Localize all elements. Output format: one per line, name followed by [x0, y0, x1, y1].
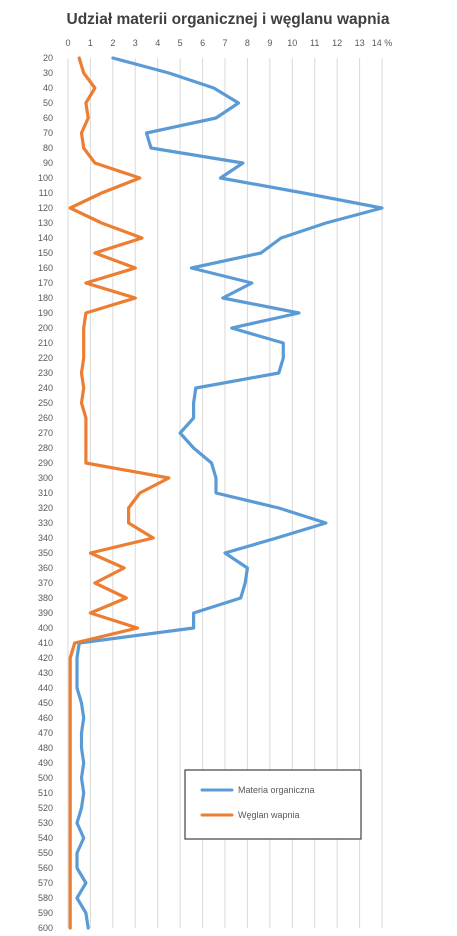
x-tick-label: 7	[222, 38, 227, 48]
y-tick-label: 280	[38, 443, 53, 453]
y-tick-label: 130	[38, 218, 53, 228]
x-tick-label: 4	[155, 38, 160, 48]
x-tick-label: 12	[332, 38, 342, 48]
y-tick-label: 590	[38, 908, 53, 918]
y-tick-label: 230	[38, 368, 53, 378]
y-tick-label: 20	[43, 53, 53, 63]
y-tick-label: 40	[43, 83, 53, 93]
legend-box	[184, 769, 362, 840]
x-tick-label: 8	[245, 38, 250, 48]
y-tick-label: 350	[38, 548, 53, 558]
y-tick-label: 600	[38, 923, 53, 933]
chart-title: Udział materii organicznej i węglanu wap…	[67, 11, 390, 28]
x-tick-label: 5	[178, 38, 183, 48]
x-tick-label: 6	[200, 38, 205, 48]
y-tick-label: 60	[43, 113, 53, 123]
y-tick-label: 420	[38, 653, 53, 663]
y-tick-label: 550	[38, 848, 53, 858]
x-tick-label: 10	[287, 38, 297, 48]
y-tick-label: 370	[38, 578, 53, 588]
y-tick-label: 410	[38, 638, 53, 648]
y-axis-ticks: 20 30 40 50 60 70 80 90 100 110 120 130 140 150 160 170…	[38, 53, 53, 933]
y-tick-label: 220	[38, 353, 53, 363]
y-tick-label: 400	[38, 623, 53, 633]
y-tick-label: 330	[38, 518, 53, 528]
y-tick-label: 50	[43, 98, 53, 108]
y-tick-label: 440	[38, 683, 53, 693]
y-tick-label: 480	[38, 743, 53, 753]
y-tick-label: 460	[38, 713, 53, 723]
y-tick-label: 500	[38, 773, 53, 783]
y-tick-label: 380	[38, 593, 53, 603]
x-tick-label: 11	[310, 38, 319, 48]
y-tick-label: 270	[38, 428, 53, 438]
x-tick-label: 13	[355, 38, 365, 48]
y-tick-label: 180	[38, 293, 53, 303]
y-tick-label: 320	[38, 503, 53, 513]
series-lines	[68, 56, 384, 930]
y-tick-label: 450	[38, 698, 53, 708]
y-tick-label: 160	[38, 263, 53, 273]
legend: Materia organiczna Węglan wapnia	[184, 769, 362, 840]
y-tick-label: 30	[43, 68, 53, 78]
y-tick-label: 580	[38, 893, 53, 903]
y-tick-label: 290	[38, 458, 53, 468]
y-tick-label: 300	[38, 473, 53, 483]
y-tick-label: 140	[38, 233, 53, 243]
y-tick-label: 510	[38, 788, 53, 798]
y-tick-label: 360	[38, 563, 53, 573]
series-line-weglan-wapnia	[68, 56, 171, 930]
y-tick-label: 470	[38, 728, 53, 738]
y-tick-label: 120	[38, 203, 53, 213]
y-tick-label: 540	[38, 833, 53, 843]
y-tick-label: 150	[38, 248, 53, 258]
y-tick-label: 110	[39, 188, 53, 198]
y-tick-label: 170	[38, 278, 53, 288]
y-tick-label: 90	[43, 158, 53, 168]
y-tick-label: 530	[38, 818, 53, 828]
x-tick-label: 1	[88, 38, 93, 48]
y-tick-label: 310	[38, 488, 53, 498]
y-tick-label: 560	[38, 863, 53, 873]
y-tick-label: 520	[38, 803, 53, 813]
y-tick-label: 80	[43, 143, 53, 153]
legend-label-weglan-wapnia: Węglan wapnia	[238, 810, 300, 820]
y-tick-label: 340	[38, 533, 53, 543]
y-tick-label: 240	[38, 383, 53, 393]
series-line-materia-organiczna	[75, 56, 384, 930]
x-tick-label: 3	[133, 38, 138, 48]
y-tick-label: 260	[38, 413, 53, 423]
y-tick-label: 100	[38, 173, 53, 183]
x-tick-label: 9	[267, 38, 272, 48]
y-tick-label: 390	[38, 608, 53, 618]
y-tick-label: 250	[38, 398, 53, 408]
x-tick-label: 0	[65, 38, 70, 48]
y-tick-label: 70	[43, 128, 53, 138]
x-axis-ticks: 0 1 2 3 4 5 6 7 8 9 10 11 12 13 14 %	[65, 38, 392, 48]
y-tick-label: 490	[38, 758, 53, 768]
x-tick-label: 14 %	[372, 38, 393, 48]
y-tick-label: 430	[38, 668, 53, 678]
y-tick-label: 190	[38, 308, 53, 318]
y-tick-label: 570	[38, 878, 53, 888]
y-tick-label: 200	[38, 323, 53, 333]
x-tick-label: 2	[110, 38, 115, 48]
legend-label-materia-organiczna: Materia organiczna	[238, 785, 315, 795]
y-tick-label: 210	[38, 338, 53, 348]
